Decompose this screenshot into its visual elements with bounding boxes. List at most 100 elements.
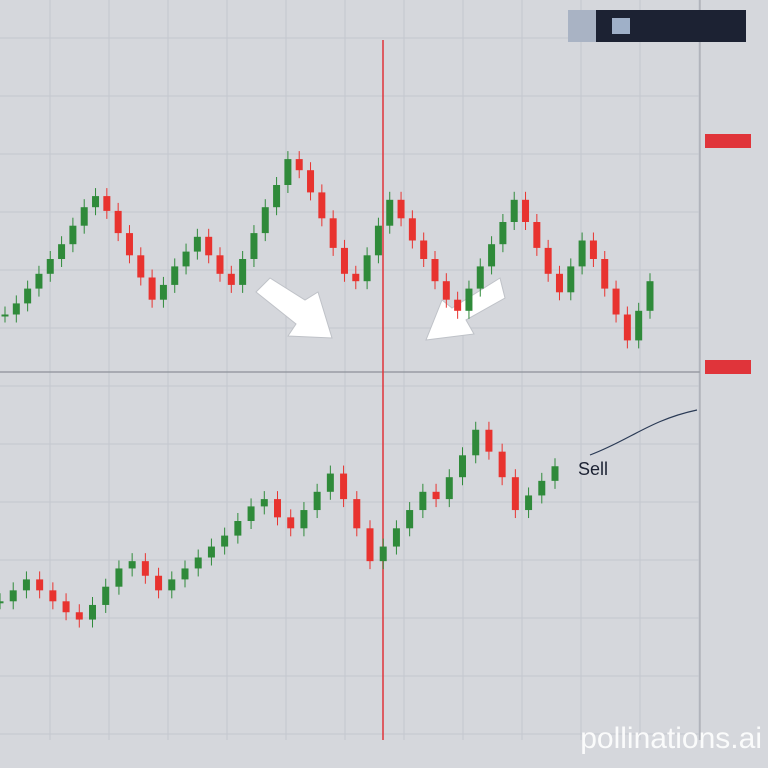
candle xyxy=(141,561,149,576)
candle xyxy=(326,473,334,492)
candle xyxy=(182,251,190,267)
candle xyxy=(171,266,179,285)
candle xyxy=(260,499,268,507)
candle xyxy=(476,266,484,289)
candle xyxy=(392,528,400,547)
candle xyxy=(488,244,496,267)
candle xyxy=(1,314,9,317)
candle xyxy=(522,199,530,222)
candle xyxy=(589,240,597,259)
candle xyxy=(24,288,32,304)
candle xyxy=(194,557,202,569)
candle xyxy=(137,255,145,278)
candle xyxy=(273,185,281,208)
candle xyxy=(80,207,88,226)
candle xyxy=(510,199,518,222)
candle xyxy=(419,491,427,511)
candle xyxy=(432,491,440,500)
candle xyxy=(221,535,229,547)
candle xyxy=(544,247,552,274)
candle xyxy=(340,473,348,500)
candle xyxy=(36,579,44,591)
candle xyxy=(250,233,258,259)
candle xyxy=(431,259,439,282)
candle xyxy=(307,170,315,193)
candle xyxy=(284,159,292,185)
candle xyxy=(22,579,30,591)
candle xyxy=(155,575,163,591)
candle xyxy=(62,601,70,613)
candle xyxy=(635,310,643,341)
candle xyxy=(75,612,83,620)
candle xyxy=(9,590,17,602)
candle xyxy=(420,240,428,259)
candle xyxy=(58,244,66,259)
candle xyxy=(551,466,559,481)
candle xyxy=(525,495,533,511)
candle xyxy=(465,288,473,311)
candle xyxy=(239,259,247,285)
candle xyxy=(601,259,609,289)
candle xyxy=(227,273,235,285)
candle xyxy=(623,314,631,341)
candle xyxy=(578,240,586,267)
candle xyxy=(511,477,519,511)
candle xyxy=(115,568,123,587)
candle xyxy=(102,586,110,605)
candle xyxy=(274,499,281,518)
candle xyxy=(205,236,213,256)
candle xyxy=(261,207,269,234)
trend-line xyxy=(589,409,698,456)
toolbar-icon[interactable] xyxy=(612,18,630,34)
candle xyxy=(0,601,4,604)
candle xyxy=(352,273,360,282)
annotation: Sell xyxy=(578,459,608,479)
candle xyxy=(442,281,450,300)
candle xyxy=(46,259,54,274)
candle xyxy=(353,499,361,529)
candle xyxy=(300,510,308,529)
panes xyxy=(0,151,654,628)
candle xyxy=(363,255,371,282)
candle xyxy=(216,255,224,274)
candle xyxy=(454,299,462,311)
candle xyxy=(408,218,416,241)
candle xyxy=(49,590,57,602)
candle xyxy=(103,196,111,211)
candle xyxy=(168,579,176,591)
candle xyxy=(329,218,337,248)
candle xyxy=(386,199,394,226)
candle xyxy=(567,266,575,293)
candle xyxy=(287,517,295,529)
candle xyxy=(207,546,215,558)
candle xyxy=(498,451,506,478)
candle xyxy=(181,568,189,580)
candle xyxy=(406,510,414,529)
candle xyxy=(533,222,541,248)
candle xyxy=(159,284,167,300)
candle xyxy=(89,604,96,620)
candle xyxy=(295,159,303,171)
candle xyxy=(340,247,348,274)
candle xyxy=(555,273,563,293)
candle xyxy=(148,277,156,300)
candle xyxy=(459,455,466,478)
candle xyxy=(247,506,255,521)
candle xyxy=(379,546,387,562)
candle xyxy=(12,303,20,315)
price-marker xyxy=(705,134,751,148)
candle xyxy=(92,196,100,208)
watermark: pollinations.ai xyxy=(580,722,762,755)
candle xyxy=(472,429,480,456)
candle xyxy=(646,281,654,311)
candle xyxy=(69,225,77,245)
candle xyxy=(374,225,382,256)
toolbar-tab[interactable] xyxy=(568,10,596,42)
candle xyxy=(538,480,546,496)
candle xyxy=(318,192,326,219)
arrow xyxy=(255,277,333,339)
candle xyxy=(366,528,374,562)
candle xyxy=(125,233,133,256)
